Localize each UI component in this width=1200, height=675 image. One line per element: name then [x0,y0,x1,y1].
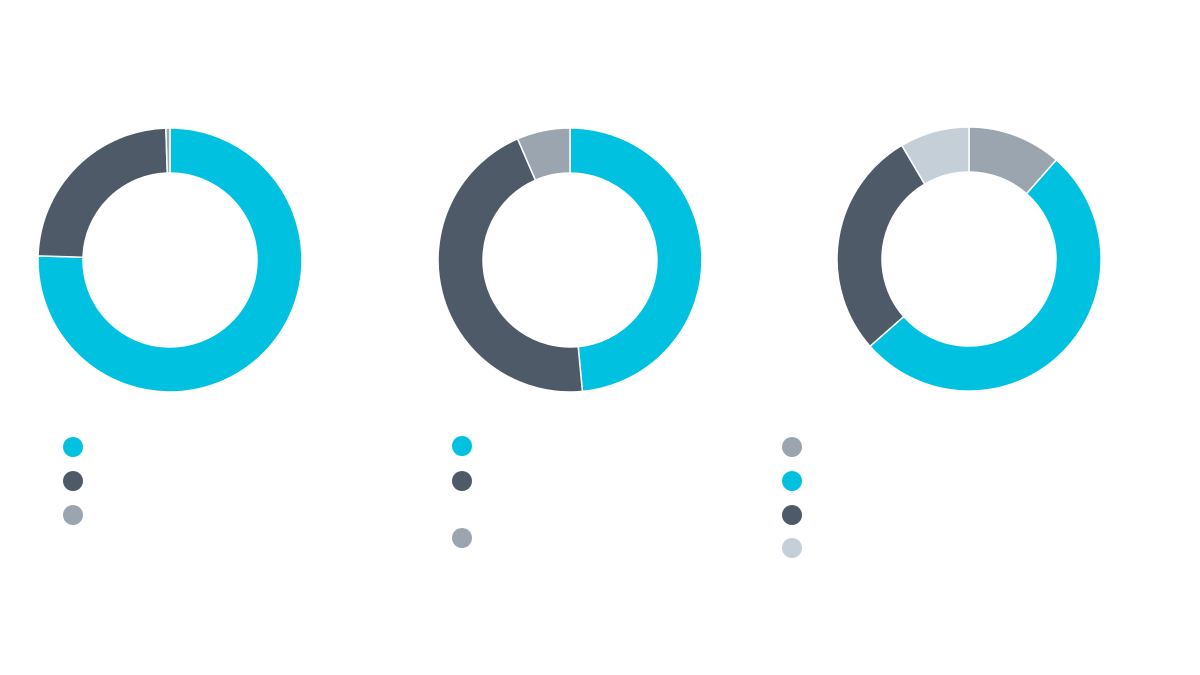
legend-swatch [63,471,83,491]
donut-3-slice-4 [901,126,970,185]
donut-2-slice-3 [516,127,571,181]
donut-1-slice-1 [37,127,303,393]
donut-1-slice-3 [165,127,171,174]
legend-swatch [782,471,802,491]
legend-swatch [452,471,472,491]
legend-swatch [782,538,802,558]
donut-chart-3 [836,126,1102,392]
donut-3-slice-2 [869,159,1102,392]
legend-swatch [63,505,83,525]
donut-2-slice-1 [569,127,703,393]
legend-swatch [782,437,802,457]
legend-swatch [452,436,472,456]
donut-2-slice-2 [437,138,584,393]
legend-swatch [452,528,472,548]
donut-chart-2 [437,127,703,393]
legend-swatch [63,437,83,457]
donut-1-slice-2 [37,127,169,259]
legend-swatch [782,505,802,525]
donut-chart-1 [37,127,303,393]
donut-3-slice-3 [836,144,926,348]
